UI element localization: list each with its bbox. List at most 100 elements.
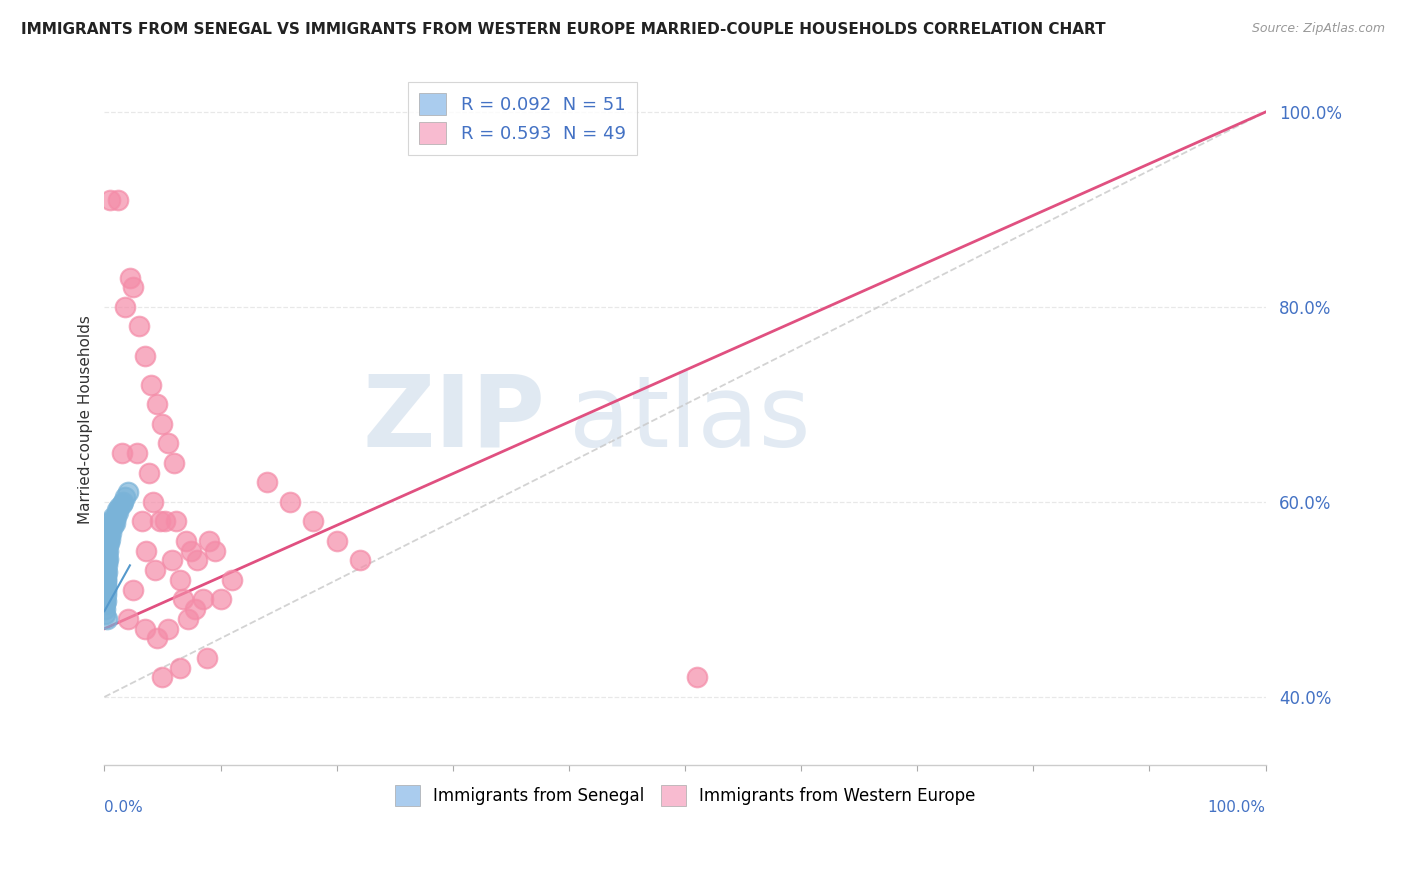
Point	[134, 349, 156, 363]
Point	[163, 456, 186, 470]
Point	[139, 378, 162, 392]
Point	[157, 622, 180, 636]
Point	[135, 543, 157, 558]
Text: 100.0%: 100.0%	[1208, 800, 1265, 814]
Point	[94, 607, 117, 621]
Point	[172, 592, 194, 607]
Point	[97, 543, 120, 558]
Legend: Immigrants from Senegal, Immigrants from Western Europe: Immigrants from Senegal, Immigrants from…	[388, 779, 983, 813]
Point	[108, 500, 131, 514]
Point	[97, 536, 120, 550]
Point	[98, 519, 121, 533]
Text: IMMIGRANTS FROM SENEGAL VS IMMIGRANTS FROM WESTERN EUROPE MARRIED-COUPLE HOUSEHO: IMMIGRANTS FROM SENEGAL VS IMMIGRANTS FR…	[21, 22, 1105, 37]
Text: 0.0%: 0.0%	[104, 800, 143, 814]
Point	[169, 661, 191, 675]
Point	[111, 446, 134, 460]
Point	[94, 598, 117, 612]
Point	[169, 573, 191, 587]
Point	[138, 466, 160, 480]
Point	[122, 280, 145, 294]
Point	[152, 417, 174, 431]
Point	[98, 522, 121, 536]
Point	[94, 885, 117, 892]
Point	[195, 651, 218, 665]
Point	[184, 602, 207, 616]
Point	[101, 519, 124, 533]
Point	[117, 612, 139, 626]
Y-axis label: Married-couple Households: Married-couple Households	[79, 315, 93, 524]
Point	[149, 515, 172, 529]
Point	[100, 515, 122, 529]
Point	[98, 529, 121, 543]
Point	[101, 509, 124, 524]
Point	[105, 502, 128, 516]
Point	[145, 397, 167, 411]
Text: ZIP: ZIP	[363, 370, 546, 467]
Point	[94, 578, 117, 592]
Point	[94, 592, 117, 607]
Point	[94, 588, 117, 602]
Point	[180, 543, 202, 558]
Point	[145, 632, 167, 646]
Point	[114, 300, 136, 314]
Point	[94, 582, 117, 597]
Point	[165, 515, 187, 529]
Point	[96, 546, 118, 560]
Point	[94, 581, 117, 595]
Point	[97, 526, 120, 541]
Point	[94, 568, 117, 582]
Point	[94, 574, 117, 589]
Point	[94, 573, 117, 587]
Point	[118, 270, 141, 285]
Point	[145, 563, 167, 577]
Point	[104, 516, 127, 531]
Point	[100, 526, 122, 541]
Point	[134, 622, 156, 636]
Point	[94, 584, 117, 599]
Point	[111, 495, 134, 509]
Text: atlas: atlas	[569, 370, 810, 467]
Point	[96, 556, 118, 570]
Point	[209, 592, 232, 607]
Point	[96, 539, 118, 553]
Point	[204, 543, 226, 558]
Point	[104, 509, 127, 524]
Point	[221, 573, 243, 587]
Point	[157, 436, 180, 450]
Point	[142, 495, 165, 509]
Point	[125, 446, 148, 460]
Point	[94, 880, 117, 892]
Point	[96, 549, 118, 563]
Point	[107, 505, 129, 519]
Point	[349, 553, 371, 567]
Point	[107, 193, 129, 207]
Point	[325, 533, 347, 548]
Point	[153, 515, 176, 529]
Point	[103, 515, 125, 529]
Point	[114, 490, 136, 504]
Point	[177, 612, 200, 626]
Point	[160, 553, 183, 567]
Point	[94, 889, 117, 892]
Point	[98, 536, 121, 550]
Point	[96, 553, 118, 567]
Point	[152, 670, 174, 684]
Point	[98, 193, 121, 207]
Point	[131, 515, 153, 529]
Point	[128, 319, 150, 334]
Point	[96, 612, 118, 626]
Point	[94, 594, 117, 608]
Point	[302, 515, 325, 529]
Text: Source: ZipAtlas.com: Source: ZipAtlas.com	[1251, 22, 1385, 36]
Point	[174, 533, 197, 548]
Point	[278, 495, 301, 509]
Point	[685, 670, 707, 684]
Point	[122, 582, 145, 597]
Point	[186, 553, 208, 567]
Point	[256, 475, 278, 490]
Point	[96, 565, 118, 579]
Point	[96, 558, 118, 573]
Point	[94, 602, 117, 616]
Point	[98, 532, 121, 546]
Point	[96, 563, 118, 577]
